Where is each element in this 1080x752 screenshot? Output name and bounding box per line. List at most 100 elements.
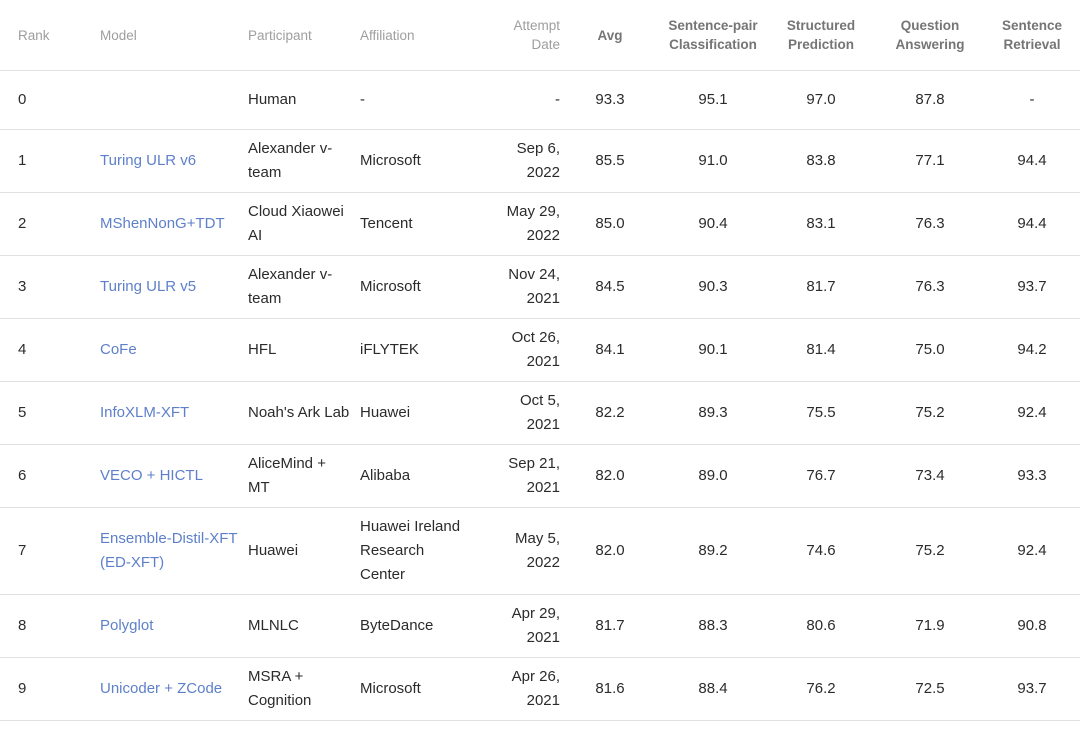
- affiliation-value: Microsoft: [360, 152, 421, 170]
- participant-cell: MSRA + Cognition: [248, 657, 360, 721]
- model-link[interactable]: Unicoder + ZCode: [100, 680, 223, 698]
- affiliation-value: Huawei: [360, 404, 411, 422]
- rank-cell: 9: [0, 657, 100, 721]
- model-cell[interactable]: InfoXLM-XFT: [100, 381, 248, 445]
- leaderboard-table: Rank Model Participant Affiliation Attem…: [0, 0, 1080, 721]
- model-link[interactable]: CoFe: [100, 341, 137, 359]
- sentence-pair-classification-cell: 90.4: [660, 192, 766, 256]
- attempt-date-cell: -: [472, 70, 560, 130]
- question-answering-cell: 73.4: [876, 444, 984, 508]
- rank-cell: 8: [0, 594, 100, 658]
- sentence-pair-classification-cell: 90.3: [660, 255, 766, 319]
- model-cell[interactable]: MShenNonG+TDT: [100, 192, 248, 256]
- sentence-pair-classification-value: 90.3: [698, 278, 728, 296]
- structured-prediction-value: 75.5: [806, 404, 836, 422]
- model-cell[interactable]: CoFe: [100, 318, 248, 382]
- sentence-retrieval-cell: 94.4: [984, 192, 1080, 256]
- participant-cell: Human: [248, 70, 360, 130]
- model-cell[interactable]: Unicoder + ZCode: [100, 657, 248, 721]
- sentence-retrieval-cell: -: [984, 70, 1080, 130]
- structured-prediction-cell: 76.7: [766, 444, 876, 508]
- sentence-pair-classification-value: 89.3: [698, 404, 728, 422]
- affiliation-value: iFLYTEK: [360, 341, 419, 359]
- model-link[interactable]: InfoXLM-XFT: [100, 404, 190, 422]
- participant-cell: HFL: [248, 318, 360, 382]
- column-header-label: Rank: [18, 27, 50, 43]
- affiliation-value: Alibaba: [360, 467, 411, 485]
- participant-value: MSRA + Cognition: [248, 668, 312, 709]
- affiliation-cell: Microsoft: [360, 657, 472, 721]
- attempt-date-value: Sep 6, 2022: [516, 140, 560, 181]
- attempt-date-value: May 29, 2022: [506, 203, 560, 244]
- column-header-label: Avg: [597, 27, 623, 43]
- model-cell: [100, 70, 248, 130]
- sentence-pair-classification-value: 89.0: [698, 467, 728, 485]
- attempt-date-value: Nov 24, 2021: [508, 266, 560, 307]
- model-cell[interactable]: Turing ULR v6: [100, 129, 248, 193]
- sentence-retrieval-value: -: [1029, 91, 1035, 109]
- question-answering-cell: 75.0: [876, 318, 984, 382]
- sentence-retrieval-cell: 94.2: [984, 318, 1080, 382]
- affiliation-value: Tencent: [360, 215, 413, 233]
- model-link[interactable]: Turing ULR v6: [100, 152, 197, 170]
- column-header-label: Structured Prediction: [786, 18, 856, 52]
- question-answering-value: 75.0: [915, 341, 945, 359]
- column-header-structured-prediction: Structured Prediction: [766, 0, 876, 71]
- sentence-pair-classification-cell: 89.0: [660, 444, 766, 508]
- rank-value: 4: [18, 341, 27, 359]
- question-answering-value: 77.1: [915, 152, 945, 170]
- participant-cell: Alexander v-team: [248, 255, 360, 319]
- table-row: 1 Turing ULR v6 Alexander v-team Microsoft S…: [0, 129, 1080, 193]
- affiliation-cell: -: [360, 70, 472, 130]
- table-row: 7 Ensemble-Distil-XFT (ED-XFT) Huawei Huawe…: [0, 507, 1080, 595]
- rank-value: 5: [18, 404, 27, 422]
- table-row: 0 Human - - 93.3 95.1 97.0 87.8 -: [0, 70, 1080, 130]
- affiliation-cell: Microsoft: [360, 129, 472, 193]
- rank-cell: 2: [0, 192, 100, 256]
- sentence-retrieval-value: 94.2: [1017, 341, 1047, 359]
- model-link[interactable]: Polyglot: [100, 617, 154, 635]
- model-cell[interactable]: Polyglot: [100, 594, 248, 658]
- column-header-rank: Rank: [0, 0, 100, 71]
- rank-value: 1: [18, 152, 27, 170]
- model-cell[interactable]: Turing ULR v5: [100, 255, 248, 319]
- model-link[interactable]: Turing ULR v5: [100, 278, 197, 296]
- sentence-retrieval-value: 92.4: [1017, 542, 1047, 560]
- avg-cell: 82.2: [560, 381, 660, 445]
- question-answering-cell: 75.2: [876, 381, 984, 445]
- affiliation-cell: ByteDance: [360, 594, 472, 658]
- structured-prediction-value: 74.6: [806, 542, 836, 560]
- sentence-retrieval-value: 93.3: [1017, 467, 1047, 485]
- structured-prediction-value: 76.7: [806, 467, 836, 485]
- affiliation-value: -: [360, 91, 365, 109]
- sentence-pair-classification-value: 91.0: [698, 152, 728, 170]
- rank-cell: 5: [0, 381, 100, 445]
- avg-cell: 93.3: [560, 70, 660, 130]
- model-link[interactable]: MShenNonG+TDT: [100, 215, 225, 233]
- column-header-model: Model: [100, 0, 248, 71]
- avg-value: 82.0: [595, 467, 625, 485]
- column-header-label: Affiliation: [360, 27, 415, 43]
- attempt-date-cell: Nov 24, 2021: [472, 255, 560, 319]
- model-link[interactable]: VECO + HICTL: [100, 467, 203, 485]
- structured-prediction-cell: 76.2: [766, 657, 876, 721]
- model-cell[interactable]: VECO + HICTL: [100, 444, 248, 508]
- attempt-date-value: May 5, 2022: [514, 530, 560, 571]
- participant-cell: AliceMind + MT: [248, 444, 360, 508]
- participant-value: Alexander v-team: [248, 140, 333, 181]
- sentence-pair-classification-value: 88.4: [698, 680, 728, 698]
- question-answering-value: 73.4: [915, 467, 945, 485]
- avg-value: 81.6: [595, 680, 625, 698]
- affiliation-value: Huawei Ireland Research Center: [360, 518, 461, 583]
- sentence-pair-classification-cell: 88.4: [660, 657, 766, 721]
- structured-prediction-value: 81.4: [806, 341, 836, 359]
- avg-value: 85.0: [595, 215, 625, 233]
- structured-prediction-cell: 80.6: [766, 594, 876, 658]
- avg-cell: 82.0: [560, 444, 660, 508]
- avg-value: 85.5: [595, 152, 625, 170]
- column-header-sentence-retrieval: Sentence Retrieval: [984, 0, 1080, 71]
- model-cell[interactable]: Ensemble-Distil-XFT (ED-XFT): [100, 507, 248, 595]
- model-link[interactable]: Ensemble-Distil-XFT (ED-XFT): [100, 530, 238, 571]
- participant-cell: Huawei: [248, 507, 360, 595]
- rank-value: 7: [18, 542, 27, 560]
